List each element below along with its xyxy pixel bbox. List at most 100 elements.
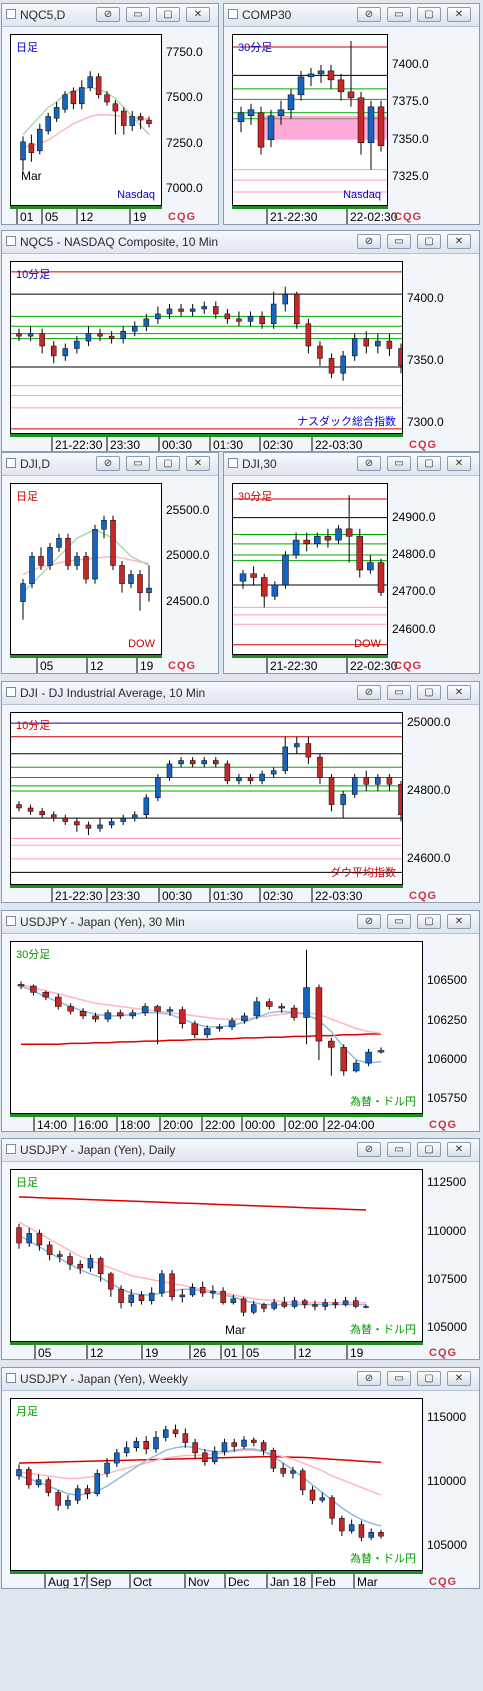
candle-body	[317, 756, 323, 778]
title-bar[interactable]: DJI - DJ Industrial Average, 10 Min ⊘ ▭ ▢ ✕	[2, 682, 479, 705]
minimize-button[interactable]: ▭	[387, 1371, 411, 1386]
candle-body	[278, 1006, 285, 1009]
link-button[interactable]: ⊘	[357, 914, 381, 929]
index-label: ナスダック総合指数	[297, 416, 396, 428]
minimize-button[interactable]: ▭	[387, 234, 411, 249]
price-plot[interactable]: 日足 DOW	[10, 483, 162, 655]
maximize-button[interactable]: ▢	[417, 685, 441, 700]
minimize-button[interactable]: ▭	[387, 456, 411, 471]
price-plot[interactable]: 30分足 Nasdaq	[232, 34, 388, 206]
title-bar[interactable]: USDJPY - Japan (Yen), Daily ⊘ ▭ ▢ ✕	[2, 1139, 479, 1162]
minimize-button[interactable]: ▭	[126, 7, 150, 22]
brand-text: CQG	[409, 439, 438, 451]
title-bar[interactable]: USDJPY - Japan (Yen), Weekly ⊘ ▭ ▢ ✕	[2, 1368, 479, 1391]
price-plot[interactable]: 30分足 為替・ドル円	[10, 941, 423, 1114]
link-button[interactable]: ⊘	[357, 456, 381, 471]
minimize-icon: ▭	[394, 1373, 404, 1384]
minimize-button[interactable]: ▭	[387, 914, 411, 929]
candle-body	[77, 1263, 83, 1269]
chart-window-nq_10[interactable]: NQC5 - NASDAQ Composite, 10 Min ⊘ ▭ ▢ ✕ 10分足ナ…	[1, 230, 480, 452]
maximize-button[interactable]: ▢	[417, 914, 441, 929]
candle-body	[367, 106, 375, 143]
price-plot[interactable]: 月足 為替・ドル円	[10, 1398, 423, 1571]
link-button[interactable]: ⊘	[357, 1371, 381, 1386]
maximize-button[interactable]: ▢	[417, 1142, 441, 1157]
chart-window-comp_30[interactable]: COMP30 ⊘ ▭ ▢ ✕ 30分足 Nasdaq 7400.0 7375.0 7350.0 73…	[223, 3, 480, 225]
link-button[interactable]: ⊘	[357, 1142, 381, 1157]
candle-body	[94, 1473, 101, 1495]
close-button[interactable]: ✕	[447, 1371, 471, 1386]
candle-body	[297, 76, 305, 96]
chart-window-usdjpy_30[interactable]: USDJPY - Japan (Yen), 30 Min ⊘ ▭ ▢ ✕ 30分足 為替・ド…	[1, 910, 480, 1132]
title-bar[interactable]: COMP30 ⊘ ▭ ▢ ✕	[224, 4, 479, 27]
title-bar[interactable]: DJI,30 ⊘ ▭ ▢ ✕	[224, 453, 479, 476]
title-bar[interactable]: USDJPY - Japan (Yen), 30 Min ⊘ ▭ ▢ ✕	[2, 911, 479, 934]
price-plot[interactable]: 30分足 DOW	[232, 483, 388, 655]
moving-average-line	[22, 86, 150, 136]
chart-window-nq_d[interactable]: NQC5,D ⊘ ▭ ▢ ✕ 日足 Nasdaq Mar 7750.0 7500.0 7250.0 7…	[1, 3, 219, 225]
price-plot[interactable]: 日足 為替・ドル円 Mar	[10, 1169, 423, 1342]
y-axis-label: 7400.0	[407, 291, 444, 306]
link-button[interactable]: ⊘	[357, 685, 381, 700]
price-chart-svg	[233, 40, 387, 193]
close-button[interactable]: ✕	[447, 914, 471, 929]
close-button[interactable]: ✕	[447, 685, 471, 700]
price-plot[interactable]: 10分足 ナスダック総合指数	[10, 261, 403, 434]
price-plot[interactable]: 日足 Nasdaq Mar	[10, 34, 162, 206]
link-button[interactable]: ⊘	[357, 234, 381, 249]
price-plot[interactable]: 10分足 ダウ平均指数	[10, 712, 403, 885]
minimize-button[interactable]: ▭	[126, 456, 150, 471]
title-bar[interactable]: NQC5,D ⊘ ▭ ▢ ✕	[2, 4, 218, 27]
close-button[interactable]: ✕	[447, 234, 471, 249]
candle-body	[259, 316, 265, 325]
time-axis-svg	[10, 1342, 423, 1359]
candle-body	[328, 1040, 335, 1048]
close-button[interactable]: ✕	[447, 1142, 471, 1157]
candle-body	[20, 583, 26, 602]
candle-body	[28, 143, 35, 153]
candle-body	[189, 1287, 196, 1296]
x-axis-label: 01	[20, 210, 34, 224]
highlight-band	[264, 115, 387, 140]
link-button[interactable]: ⊘	[357, 7, 381, 22]
maximize-button[interactable]: ▢	[417, 7, 441, 22]
close-button[interactable]: ✕	[186, 456, 210, 471]
chart-window-dj_10[interactable]: DJI - DJ Industrial Average, 10 Min ⊘ ▭ ▢ ✕ 1…	[1, 681, 480, 903]
period-label: 30分足	[16, 949, 51, 961]
price-chart-svg	[11, 271, 402, 430]
candle-body	[46, 1244, 53, 1255]
index-label: DOW	[128, 638, 155, 650]
x-axis-label: 19	[145, 1346, 159, 1360]
chart-window-usdjpy_d[interactable]: USDJPY - Japan (Yen), Daily ⊘ ▭ ▢ ✕ 日足 為替・ドル円 M…	[1, 1138, 480, 1360]
minimize-button[interactable]: ▭	[387, 1142, 411, 1157]
candle-body	[114, 1452, 120, 1464]
close-button[interactable]: ✕	[447, 7, 471, 22]
candle-body	[202, 1452, 208, 1463]
candle-body	[70, 90, 77, 105]
close-button[interactable]: ✕	[186, 7, 210, 22]
x-axis-label: 05	[40, 659, 54, 673]
candle-body	[35, 1479, 42, 1486]
minimize-button[interactable]: ▭	[387, 7, 411, 22]
candle-body	[291, 1300, 298, 1307]
maximize-button[interactable]: ▢	[417, 234, 441, 249]
chart-window-usdjpy_w[interactable]: USDJPY - Japan (Yen), Weekly ⊘ ▭ ▢ ✕ 月足 為替・ドル円…	[1, 1367, 480, 1589]
title-bar[interactable]: DJI,D ⊘ ▭ ▢ ✕	[2, 453, 218, 476]
maximize-button[interactable]: ▢	[156, 7, 180, 22]
candle-body	[172, 1429, 179, 1434]
chart-window-dj_d[interactable]: DJI,D ⊘ ▭ ▢ ✕ 日足 DOW 25500.0 25000.0 24500.0 05 12 1…	[1, 452, 219, 674]
minimize-button[interactable]: ▭	[387, 685, 411, 700]
candle-body	[112, 103, 119, 112]
title-bar[interactable]: NQC5 - NASDAQ Composite, 10 Min ⊘ ▭ ▢ ✕	[2, 231, 479, 254]
close-button[interactable]: ✕	[447, 456, 471, 471]
maximize-button[interactable]: ▢	[417, 456, 441, 471]
candle-body	[79, 87, 85, 105]
candle-body	[120, 817, 126, 822]
link-button[interactable]: ⊘	[96, 7, 120, 22]
maximize-button[interactable]: ▢	[156, 456, 180, 471]
maximize-button[interactable]: ▢	[417, 1371, 441, 1386]
candle-body	[240, 1298, 247, 1313]
link-button[interactable]: ⊘	[96, 456, 120, 471]
y-axis-label: 24800.0	[407, 783, 451, 798]
chart-window-dj_30[interactable]: DJI,30 ⊘ ▭ ▢ ✕ 30分足 DOW 24900.0 24800.0 24700.0 24…	[223, 452, 480, 674]
